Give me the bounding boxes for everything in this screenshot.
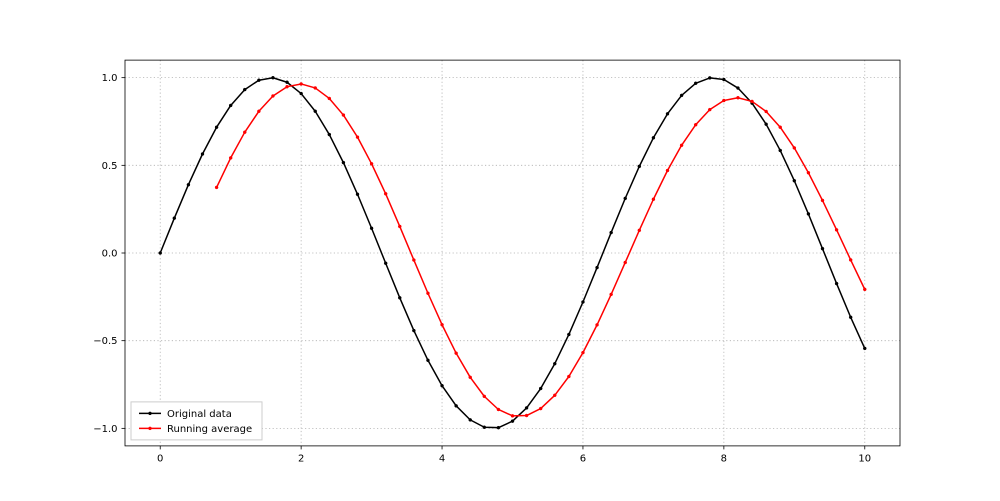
legend-label-original-data: Original data: [167, 409, 232, 420]
x-tick-label: 10: [858, 453, 871, 464]
x-tick-label: 8: [721, 453, 727, 464]
chart-container: 0 2 4 6 8 10 −1.0 −0.5 0.0 0.5 1.0 Original data Run…: [0, 0, 1000, 501]
y-tick-label: 0.0: [102, 249, 118, 260]
x-tick-label: 4: [439, 453, 445, 464]
x-tick-label: 6: [580, 453, 586, 464]
x-tick-label: 0: [157, 453, 163, 464]
y-tick-label: 1.0: [102, 73, 118, 84]
y-tick-label: 0.5: [102, 161, 118, 172]
y-tick-label: −0.5: [93, 336, 117, 347]
line-chart: 0 2 4 6 8 10 −1.0 −0.5 0.0 0.5 1.0 Original data Run…: [0, 0, 1000, 501]
legend: Original data Running average: [131, 402, 262, 440]
legend-label-running-average: Running average: [167, 424, 252, 435]
y-tick-label: −1.0: [93, 424, 117, 435]
x-tick-label: 2: [298, 453, 304, 464]
